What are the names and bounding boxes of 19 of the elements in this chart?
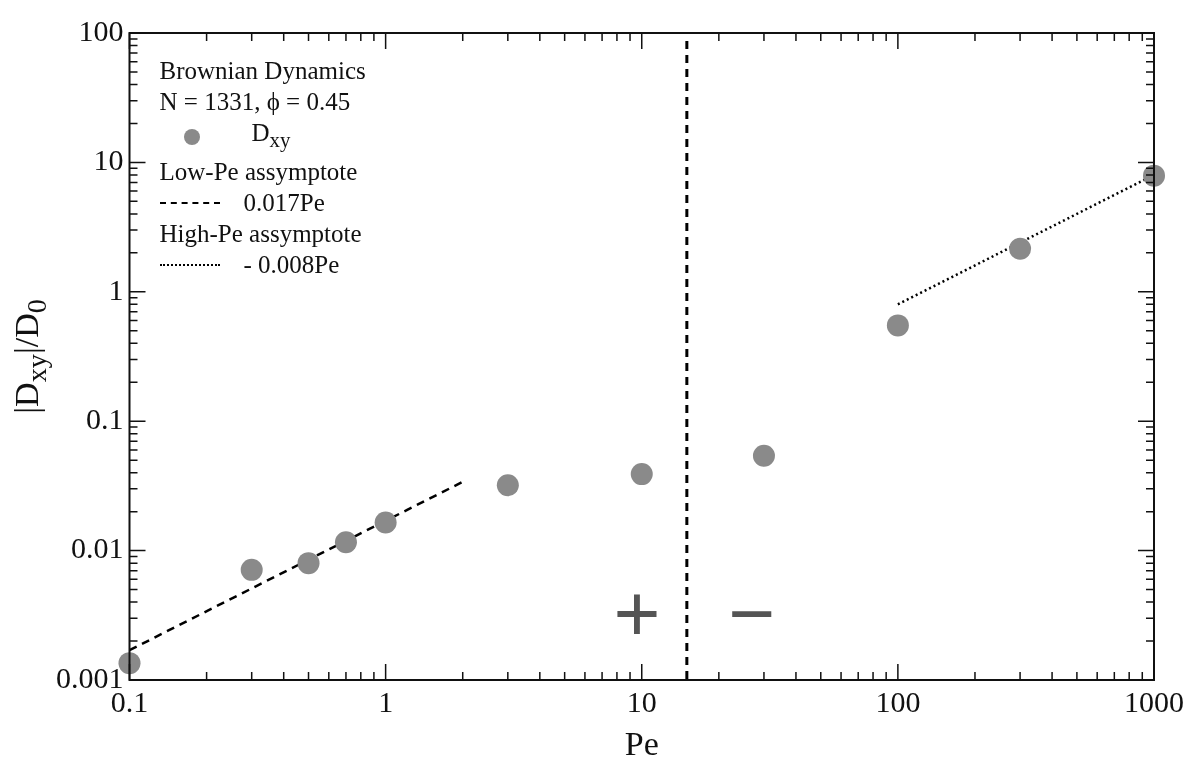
annotation: N = 1331, ϕ = 0.45 — [159, 87, 352, 117]
y-tick-label: 100 — [78, 13, 124, 47]
y-tick-label: 0.01 — [71, 531, 124, 565]
y-tick-label: 1 — [108, 272, 124, 306]
x-tick-label: 1000 — [1124, 684, 1184, 718]
x-tick-label: 100 — [875, 684, 921, 718]
legend-label: 0.017Pe — [243, 188, 325, 218]
y-tick-label: 0.1 — [86, 402, 124, 436]
annotation: − — [727, 566, 776, 660]
annotation: + — [612, 566, 661, 660]
legend-title: Brownian Dynamics — [159, 56, 366, 86]
x-tick-label: 10 — [626, 684, 657, 718]
annotation: Low-Pe assymptote — [159, 157, 359, 187]
annotation: High-Pe assymptote — [159, 219, 363, 249]
legend-label: D$_{xy}$ — [251, 118, 291, 154]
x-tick-label: 1 — [378, 684, 394, 718]
x-axis-title: Pe — [624, 725, 659, 763]
y-tick-label: 10 — [93, 143, 124, 177]
legend-label: - 0.008Pe — [243, 250, 340, 280]
